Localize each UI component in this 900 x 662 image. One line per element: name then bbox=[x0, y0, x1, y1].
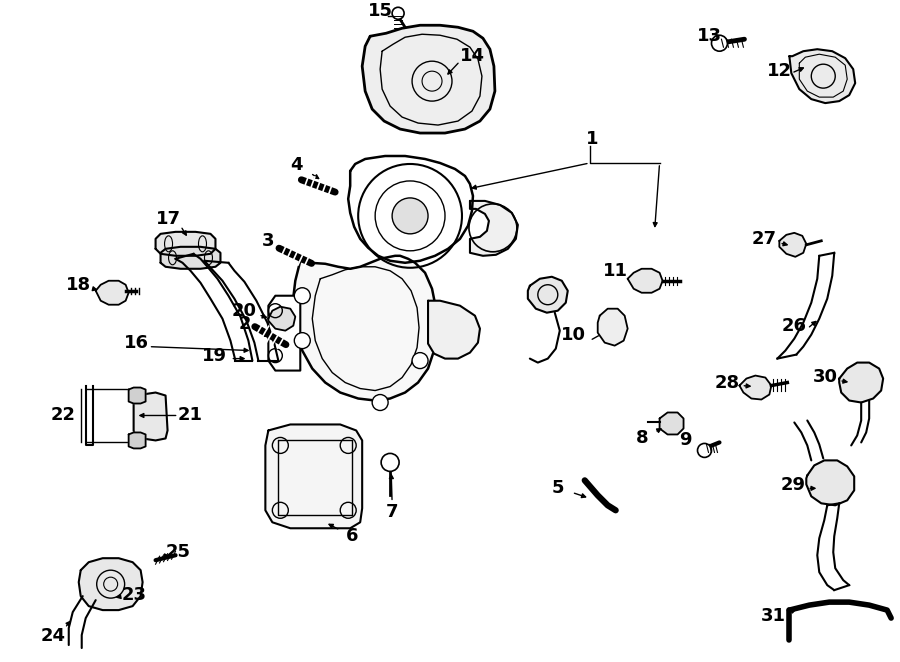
Polygon shape bbox=[133, 393, 167, 440]
Polygon shape bbox=[160, 247, 220, 269]
Text: 13: 13 bbox=[697, 27, 722, 45]
Polygon shape bbox=[95, 281, 129, 305]
Circle shape bbox=[381, 453, 399, 471]
Polygon shape bbox=[268, 296, 301, 371]
Text: 16: 16 bbox=[124, 334, 149, 352]
Text: 23: 23 bbox=[122, 586, 147, 604]
Text: 29: 29 bbox=[781, 477, 806, 495]
Text: 20: 20 bbox=[232, 302, 256, 320]
Text: 26: 26 bbox=[782, 316, 806, 335]
Text: 1: 1 bbox=[586, 130, 598, 148]
Polygon shape bbox=[362, 25, 495, 133]
Polygon shape bbox=[268, 307, 295, 330]
Polygon shape bbox=[779, 233, 806, 257]
Text: 25: 25 bbox=[166, 544, 191, 561]
Polygon shape bbox=[156, 232, 215, 256]
Polygon shape bbox=[266, 424, 362, 528]
Text: 27: 27 bbox=[752, 230, 777, 248]
Circle shape bbox=[294, 332, 310, 349]
Polygon shape bbox=[598, 308, 627, 346]
Circle shape bbox=[392, 198, 428, 234]
Polygon shape bbox=[839, 363, 883, 402]
Polygon shape bbox=[806, 460, 854, 505]
Text: 17: 17 bbox=[156, 210, 181, 228]
Text: 19: 19 bbox=[202, 347, 227, 365]
Polygon shape bbox=[527, 277, 568, 312]
Text: 14: 14 bbox=[460, 47, 484, 65]
Text: 7: 7 bbox=[386, 503, 399, 521]
Circle shape bbox=[294, 288, 310, 304]
Text: 2: 2 bbox=[238, 314, 251, 333]
Text: 6: 6 bbox=[346, 527, 358, 545]
Circle shape bbox=[412, 353, 428, 369]
Text: 15: 15 bbox=[367, 2, 392, 21]
Text: 5: 5 bbox=[552, 479, 564, 497]
Text: 28: 28 bbox=[715, 373, 740, 391]
Text: 3: 3 bbox=[262, 232, 274, 250]
Polygon shape bbox=[470, 201, 518, 256]
Polygon shape bbox=[348, 156, 473, 263]
Text: 10: 10 bbox=[562, 326, 586, 344]
Polygon shape bbox=[660, 412, 683, 434]
Polygon shape bbox=[292, 256, 437, 401]
Text: 18: 18 bbox=[67, 276, 91, 294]
Circle shape bbox=[392, 7, 404, 19]
Text: 4: 4 bbox=[290, 156, 302, 174]
Circle shape bbox=[373, 395, 388, 410]
Polygon shape bbox=[627, 269, 662, 293]
Circle shape bbox=[712, 35, 727, 51]
Text: 21: 21 bbox=[178, 406, 203, 424]
Circle shape bbox=[698, 444, 712, 457]
Text: 9: 9 bbox=[680, 432, 692, 449]
Polygon shape bbox=[428, 301, 480, 359]
Polygon shape bbox=[129, 432, 146, 448]
Text: 12: 12 bbox=[767, 62, 792, 80]
Text: 31: 31 bbox=[760, 607, 786, 625]
Text: 30: 30 bbox=[813, 367, 838, 385]
Polygon shape bbox=[789, 49, 855, 103]
Polygon shape bbox=[129, 387, 146, 404]
Polygon shape bbox=[740, 375, 771, 399]
Text: 8: 8 bbox=[636, 430, 649, 448]
Polygon shape bbox=[78, 558, 142, 610]
Text: 22: 22 bbox=[50, 406, 76, 424]
Text: 11: 11 bbox=[603, 261, 628, 280]
Text: 24: 24 bbox=[40, 627, 66, 645]
